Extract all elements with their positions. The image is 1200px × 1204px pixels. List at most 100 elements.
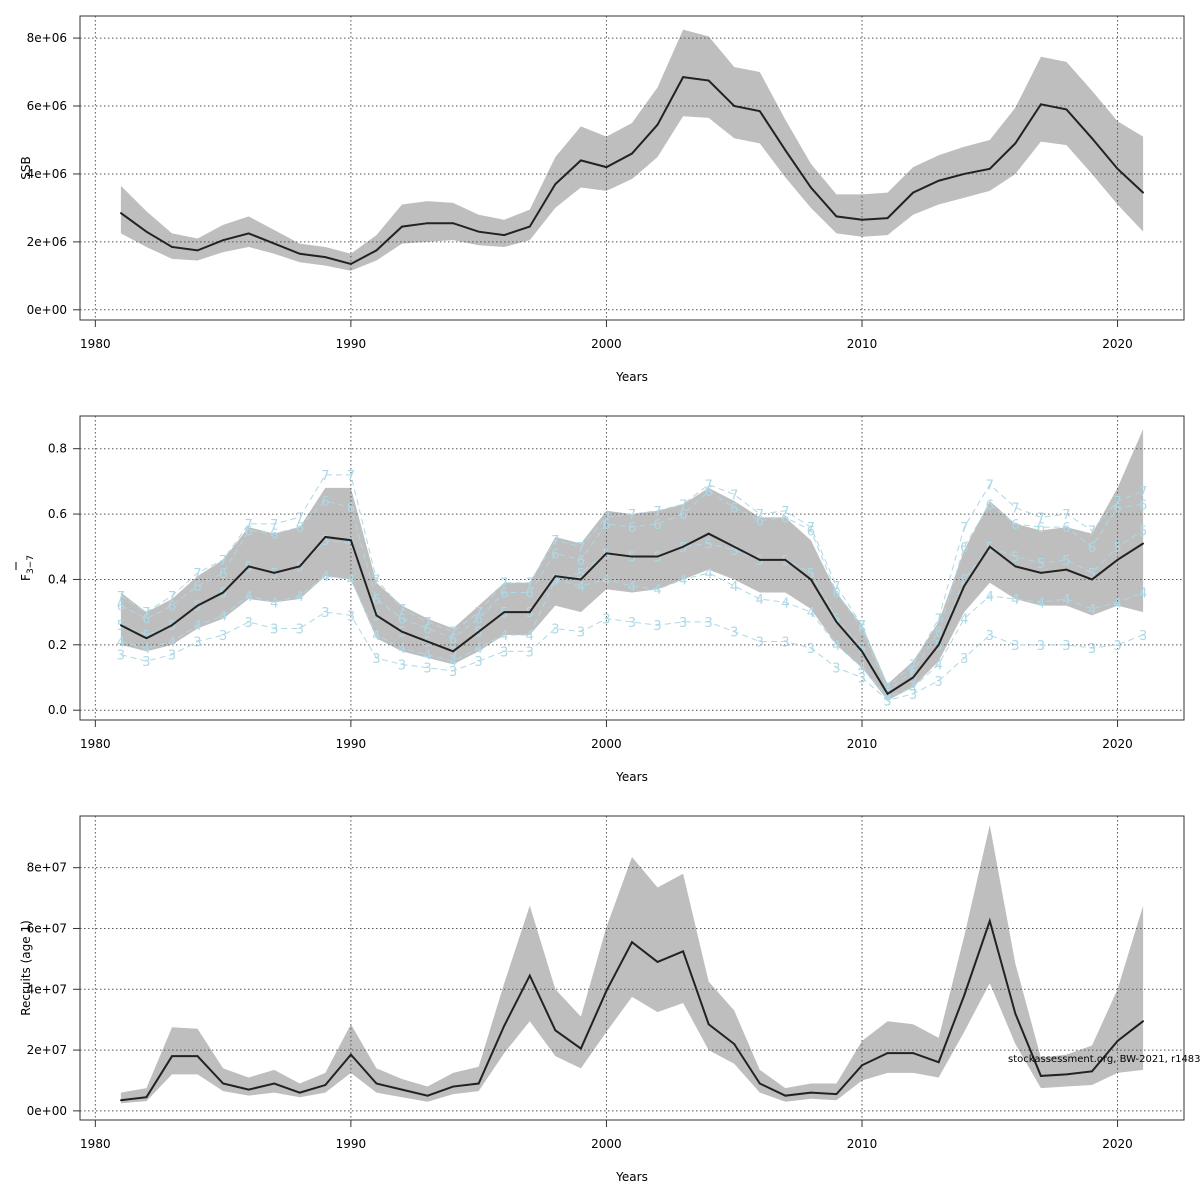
estimate-point (1116, 558, 1119, 561)
age-label-3: 3 (219, 629, 227, 644)
age-label-3: 3 (423, 662, 431, 677)
age-label-7: 7 (577, 541, 585, 556)
age-label-6: 6 (168, 600, 176, 615)
age-label-3: 3 (347, 609, 355, 624)
age-label-7: 7 (500, 577, 508, 592)
estimate-point (273, 1082, 276, 1085)
age-label-7: 7 (602, 511, 610, 526)
age-label-4: 4 (1113, 596, 1121, 611)
estimate-point (682, 545, 685, 548)
estimate-point (1116, 167, 1119, 170)
y-tick-label: 0e+00 (27, 1104, 67, 1118)
age-label-6: 6 (245, 524, 253, 539)
confidence-band (120, 29, 1144, 271)
age-label-4: 4 (883, 691, 891, 706)
age-label-4: 4 (628, 580, 636, 595)
estimate-point (196, 249, 199, 252)
estimate-point (222, 591, 225, 594)
age-label-3: 3 (193, 636, 201, 651)
estimate-point (452, 222, 455, 225)
y-tick-label: 4e+06 (27, 167, 67, 181)
age-label-7: 7 (142, 606, 150, 621)
age-label-4: 4 (653, 583, 661, 598)
age-label-3: 3 (986, 629, 994, 644)
estimate-point (912, 191, 915, 194)
estimate-point (605, 552, 608, 555)
estimate-point (401, 630, 403, 633)
age-line-6 (120, 490, 1144, 692)
age-label-3: 3 (577, 626, 585, 641)
estimate-point (171, 246, 173, 248)
estimate-point (733, 1043, 736, 1045)
age-label-5: 5 (705, 537, 713, 552)
age-label-5: 5 (1062, 554, 1070, 569)
age-label-4: 4 (832, 639, 840, 654)
estimate-point (1039, 1075, 1042, 1077)
estimate-point (222, 1082, 225, 1085)
age-label-7: 7 (398, 603, 406, 618)
age-label-7: 7 (168, 590, 176, 605)
x-tick-label: 2010 (847, 737, 878, 751)
estimate-point (579, 1047, 582, 1050)
estimate-point (988, 545, 991, 548)
age-label-6: 6 (1037, 521, 1045, 536)
age-label-3: 3 (1011, 639, 1019, 654)
estimate-point (324, 256, 327, 259)
age-label-3: 3 (1139, 629, 1147, 644)
age-label-5: 5 (1011, 551, 1019, 566)
estimate-point (963, 173, 966, 175)
age-label-6: 6 (960, 541, 968, 556)
age-label-4: 4 (168, 636, 176, 651)
x-tick-label: 1990 (336, 737, 367, 751)
estimate-point (145, 1096, 148, 1099)
age-label-5: 5 (679, 541, 687, 556)
age-label-3: 3 (168, 649, 176, 664)
y-tick-label: 0.2 (48, 638, 67, 652)
estimate-point (784, 1094, 787, 1097)
estimate-point (861, 1064, 863, 1067)
estimate-point (247, 232, 250, 235)
age-label-5: 5 (347, 537, 355, 552)
age-label-7: 7 (219, 554, 227, 569)
age-label-3: 3 (142, 655, 150, 670)
age-label-7: 7 (705, 479, 713, 494)
x-tick-label: 2020 (1102, 1137, 1133, 1151)
age-label-6: 6 (1139, 498, 1147, 513)
estimate-point (503, 611, 506, 614)
x-tick-label: 2010 (847, 337, 878, 351)
age-label-3: 3 (858, 672, 866, 687)
estimate-point (273, 572, 276, 574)
age-label-5: 5 (321, 534, 329, 549)
age-label-4: 4 (602, 573, 610, 588)
age-label-4: 4 (909, 681, 917, 696)
age-label-5: 5 (1113, 541, 1121, 556)
x-tick-label: 1980 (80, 737, 111, 751)
y-tick-label: 8e+07 (27, 861, 67, 875)
estimate-point (477, 630, 480, 633)
estimate-point (426, 640, 429, 643)
age-label-6: 6 (347, 502, 355, 517)
age-label-5: 5 (909, 672, 917, 687)
age-label-3: 3 (705, 616, 713, 631)
estimate-point (145, 230, 148, 233)
estimate-point (861, 218, 863, 221)
estimate-point (912, 1052, 915, 1055)
estimate-point (963, 585, 966, 587)
y-tick-label: 2e+06 (27, 235, 67, 249)
age-label-4: 4 (807, 606, 815, 621)
estimate-point (912, 676, 915, 679)
age-label-3: 3 (1088, 642, 1096, 657)
estimate-point (682, 76, 685, 79)
age-label-5: 5 (296, 560, 304, 575)
x-tick-label: 1990 (336, 1137, 367, 1151)
estimate-point (554, 575, 557, 578)
estimate-point (988, 919, 991, 922)
age-label-4: 4 (705, 567, 713, 582)
age-label-6: 6 (219, 567, 227, 582)
age-label-4: 4 (1088, 603, 1096, 618)
age-label-5: 5 (883, 688, 891, 703)
estimate-point (349, 263, 352, 265)
estimate-point (196, 1055, 199, 1058)
age-label-6: 6 (551, 547, 559, 562)
age-label-3: 3 (653, 619, 661, 634)
